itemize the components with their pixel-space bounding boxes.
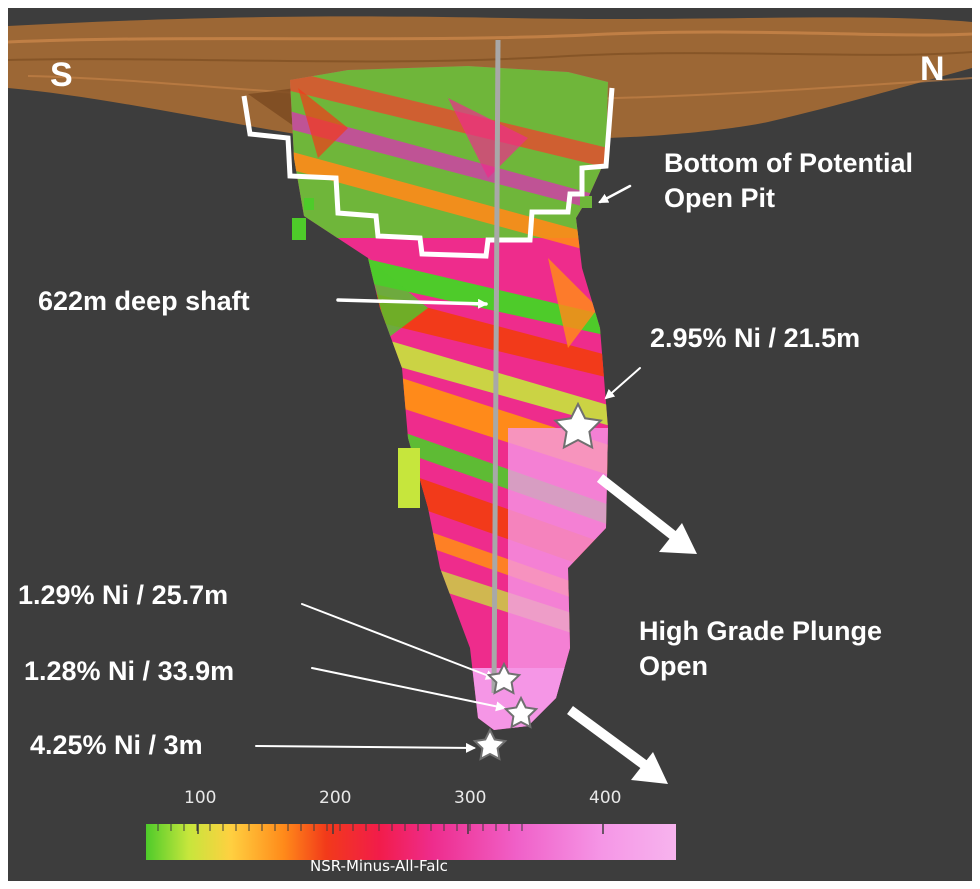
open-pit-outline bbox=[241, 87, 615, 259]
plunge-arrow-lower bbox=[567, 705, 649, 771]
open-pit-label: Bottom of Potential Open Pit bbox=[664, 148, 913, 213]
plunge-arrow-upper bbox=[596, 474, 678, 540]
star-intercept-3 bbox=[472, 727, 508, 761]
legend-tick-300: 300 bbox=[454, 788, 487, 808]
section-graphic bbox=[8, 16, 972, 860]
star-intercept-2 bbox=[503, 695, 539, 729]
legend-colorbar bbox=[146, 820, 676, 860]
pointer-arrows bbox=[255, 184, 641, 753]
intercept-1-label: 1.29% Ni / 25.7m bbox=[18, 580, 229, 610]
section-view: S N Bottom of Potential Open Pit 622m de… bbox=[8, 8, 972, 881]
intercept-3-pointer bbox=[255, 742, 476, 753]
star-upper-intercept bbox=[553, 401, 603, 450]
upper-intercept-label: 2.95% Ni / 21.5m bbox=[650, 323, 861, 353]
compass-south: S bbox=[50, 56, 73, 94]
intercept-1-pointer bbox=[301, 603, 496, 680]
shaft-label: 622m deep shaft bbox=[38, 286, 250, 316]
outlier-blocks bbox=[292, 196, 592, 508]
ore-body bbox=[290, 66, 608, 730]
shaft-pointer bbox=[336, 298, 488, 309]
intercept-2-label: 1.28% Ni / 33.9m bbox=[24, 656, 235, 686]
legend-tick-400: 400 bbox=[589, 788, 622, 808]
intercept-3-label: 4.25% Ni / 3m bbox=[30, 730, 203, 760]
legend-tick-200: 200 bbox=[319, 788, 352, 808]
star-intercept-1 bbox=[486, 661, 522, 695]
intercept-2-pointer bbox=[311, 667, 506, 712]
upper-intercept-pointer bbox=[604, 367, 641, 400]
compass-north: N bbox=[920, 50, 945, 88]
open-pit-pointer bbox=[598, 184, 632, 204]
shaft-line bbox=[491, 39, 501, 694]
plunge-arrows bbox=[567, 474, 697, 784]
legend-tick-100: 100 bbox=[184, 788, 217, 808]
legend-title: NSR-Minus-All-Falc bbox=[310, 857, 448, 875]
intercept-stars bbox=[472, 401, 603, 761]
plunge-label: High Grade Plunge Open bbox=[639, 616, 883, 681]
